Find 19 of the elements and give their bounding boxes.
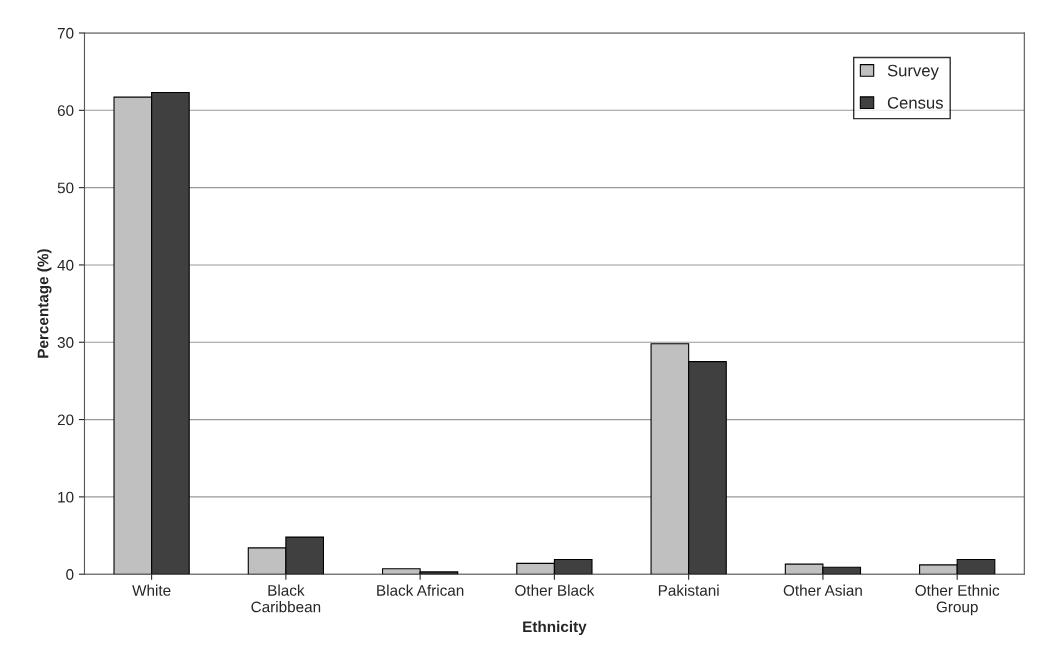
x-tick-label: Pakistani: [658, 584, 719, 596]
x-tick-label: White: [132, 584, 171, 596]
x-tick-label: Other Asian: [783, 584, 862, 596]
y-axis-title: Percentage (%): [37, 249, 52, 358]
y-tick-label: 0: [66, 569, 74, 580]
x-tick-label: Other Ethnic Group: [915, 584, 1000, 616]
x-tick-label: Black Caribbean: [251, 584, 321, 613]
x-tick-label: Black African: [377, 584, 464, 596]
y-tick-label: 60: [57, 105, 74, 116]
legend-label: Survey: [887, 64, 939, 80]
y-tick-label: 30: [57, 337, 74, 348]
y-tick-label: 50: [57, 182, 74, 194]
x-axis-title: Ethnicity: [523, 620, 587, 636]
y-tick-label: 20: [57, 414, 74, 426]
x-tick-label: Other Black: [515, 584, 595, 596]
y-tick-label: 70: [57, 27, 74, 39]
y-tick-label: 40: [57, 259, 74, 271]
legend-label: Census: [887, 96, 943, 109]
y-tick-label: 10: [58, 491, 74, 503]
